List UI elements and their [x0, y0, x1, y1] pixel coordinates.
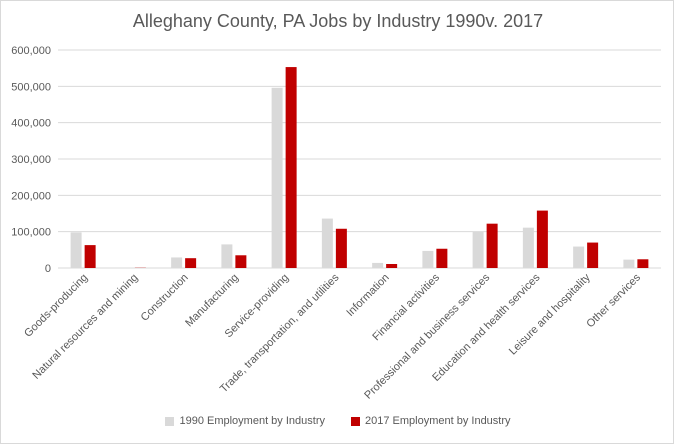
bar-1990	[422, 251, 433, 268]
bar-1990	[322, 219, 333, 268]
bar-2017	[85, 245, 96, 268]
y-tick-label: 300,000	[11, 154, 51, 166]
legend-label-2017: 2017 Employment by Industry	[365, 415, 511, 427]
bar-1990	[71, 232, 82, 268]
legend: 1990 Employment by Industry 2017 Employm…	[1, 415, 674, 427]
bar-2017	[436, 249, 447, 268]
bar-2017	[587, 243, 598, 268]
y-tick-label: 500,000	[11, 81, 51, 93]
bar-1990	[523, 228, 534, 268]
legend-swatch-2017	[351, 417, 360, 426]
legend-label-1990: 1990 Employment by Industry	[179, 415, 325, 427]
x-tick-label: Leisure and hospitality	[507, 271, 593, 357]
legend-item-1990: 1990 Employment by Industry	[165, 415, 325, 427]
bar-2017	[386, 264, 397, 268]
x-tick-label: Construction	[139, 272, 191, 324]
bar-2017	[235, 255, 246, 268]
x-tick-label: Information	[344, 272, 391, 319]
y-tick-label: 600,000	[11, 45, 51, 57]
x-tick-label: Education and health services	[430, 271, 543, 384]
y-tick-label: 100,000	[11, 227, 51, 239]
y-tick-label: 0	[45, 263, 51, 275]
y-tick-label: 400,000	[11, 118, 51, 130]
bar-1990	[623, 260, 634, 268]
bar-1990	[171, 257, 182, 268]
bar-2017	[537, 211, 548, 268]
legend-swatch-1990	[165, 417, 174, 426]
bar-1990	[473, 232, 484, 268]
x-tick-label: Other services	[584, 271, 643, 330]
bar-2017	[637, 259, 648, 268]
y-tick-label: 200,000	[11, 190, 51, 202]
bar-2017	[487, 224, 498, 268]
bar-1990	[221, 244, 232, 268]
bar-2017	[185, 258, 196, 268]
bar-2017	[286, 67, 297, 268]
bar-1990	[573, 247, 584, 268]
bar-2017	[336, 229, 347, 268]
legend-item-2017: 2017 Employment by Industry	[351, 415, 511, 427]
bar-1990	[372, 263, 383, 268]
bar-1990	[272, 88, 283, 268]
x-tick-label: Natural resources and mining	[30, 272, 140, 382]
